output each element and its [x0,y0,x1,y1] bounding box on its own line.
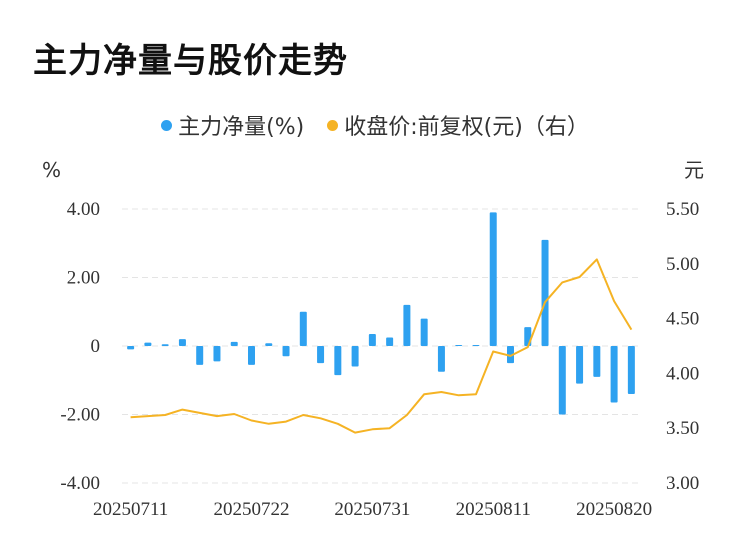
legend-label-close-price: 收盘价:前复权(元)（右） [344,115,589,140]
bar [420,318,428,346]
bar-series-marker-icon [161,120,173,131]
bar [127,346,135,350]
bar [593,346,601,377]
line-series [130,258,633,434]
x-axis-ticks: 20250711 20250722 20250731 20250811 20250820 [93,499,652,520]
bar [161,344,169,346]
bar [541,239,549,346]
y-left-tick-label: -4.00 [60,473,100,494]
bar [368,334,376,346]
y-left-ticks: 4.00 2.00 0 -2.00 -4.00 [60,199,100,494]
y-left-tick-label: 0 [91,336,101,357]
y-right-tick-label: 4.00 [666,363,699,384]
legend-item-close-price[interactable]: 收盘价:前复权(元)（右） [327,109,589,141]
bar [351,346,359,367]
bar [489,212,497,346]
bar [472,345,480,346]
legend-label-net-volume: 主力净量(%) [178,115,305,140]
y-left-tick-label: 4.00 [67,199,100,220]
bar [334,346,342,376]
y-right-ticks: 5.50 5.00 4.50 4.00 3.50 3.00 [666,199,699,494]
y-left-tick-label: -2.00 [60,405,100,426]
y-left-tick-label: 2.00 [67,268,100,289]
legend-item-net-volume[interactable]: 主力净量(%) [161,109,304,141]
bar [248,346,255,365]
bar [386,337,394,346]
bar [455,345,463,346]
y-right-tick-label: 5.00 [666,254,699,275]
y-right-tick-label: 3.50 [666,418,699,439]
chart-title: 主力净量与股价走势 [33,41,348,81]
y-left-unit-label: % [42,158,61,182]
bar [610,346,618,403]
bar-series [127,212,635,415]
x-tick-label: 20250711 [93,499,168,520]
legend: 主力净量(%) 收盘价:前复权(元)（右） [0,109,750,141]
bar [437,346,445,372]
y-right-unit-label: 元 [684,158,704,182]
bar [558,346,566,415]
bar [317,346,325,364]
x-tick-label: 20250722 [214,499,290,520]
bar [627,346,635,394]
bar [299,311,307,346]
bar [282,346,290,357]
x-tick-label: 20250820 [576,499,652,520]
bar [144,342,152,346]
y-right-tick-label: 4.50 [666,309,699,330]
bar [230,341,238,346]
y-right-tick-label: 3.00 [666,473,699,494]
bar [576,346,584,384]
price-line [130,258,633,434]
x-tick-label: 20250811 [456,499,531,520]
bar [507,346,514,364]
bar [403,304,411,346]
bar [178,339,186,346]
gridlines [122,208,640,484]
bar [265,343,273,346]
bar [196,346,204,365]
bar [213,346,221,362]
line-series-marker-icon [327,120,339,131]
y-right-tick-label: 5.50 [666,199,699,220]
x-tick-label: 20250731 [334,499,410,520]
